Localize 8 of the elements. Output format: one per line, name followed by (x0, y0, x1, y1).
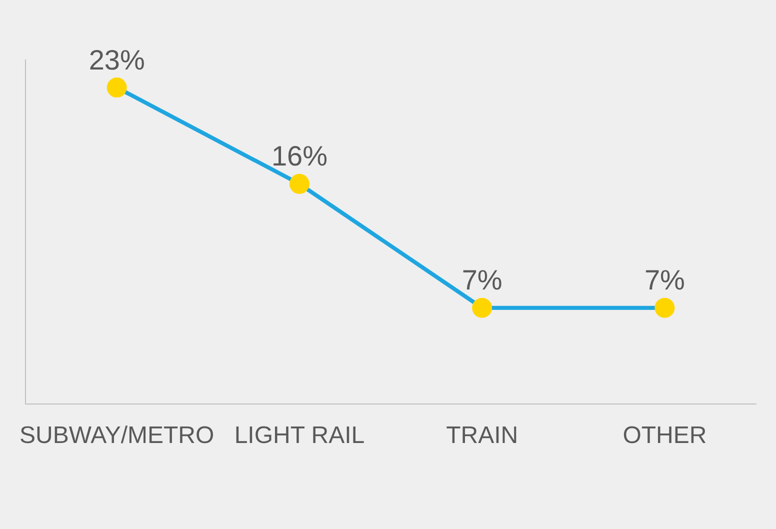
data-label: 7% (644, 264, 685, 296)
data-label: 23% (88, 44, 145, 76)
data-label: 7% (462, 264, 502, 296)
x-tick-label: SUBWAY/METRO (20, 422, 214, 450)
x-tick-label: OTHER (622, 422, 707, 450)
data-label: 16% (271, 140, 328, 172)
x-tick-label: LIGHT RAIL (234, 422, 365, 450)
x-tick-label: TRAIN (446, 422, 518, 450)
